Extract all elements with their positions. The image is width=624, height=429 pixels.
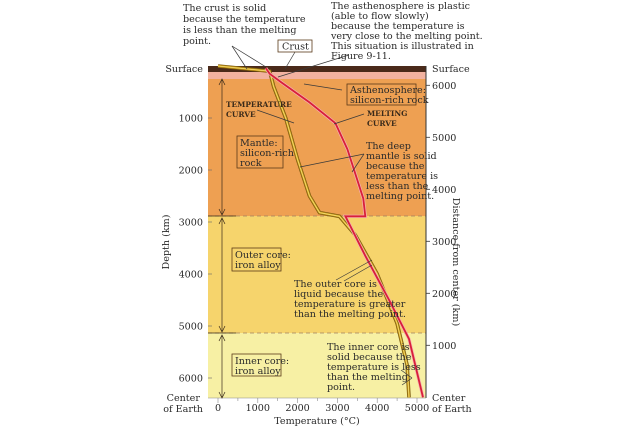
melting-curve bbox=[265, 67, 424, 398]
crust-label: Crust bbox=[282, 42, 309, 53]
temperature-tick-label: 1000 bbox=[246, 403, 270, 414]
depth-tick-label: 4000 bbox=[179, 270, 203, 281]
asthenosphere-layer bbox=[208, 72, 426, 79]
depth-tick-label: 3000 bbox=[179, 218, 203, 229]
leader-lines bbox=[231, 45, 413, 386]
distance-tick-label: 3000 bbox=[432, 237, 456, 248]
temperature-tick-label: 2000 bbox=[285, 403, 309, 414]
depth-tick-label: 6000 bbox=[179, 374, 203, 385]
mantle-label-box bbox=[236, 135, 284, 169]
crust-layer bbox=[208, 66, 426, 72]
inner-core-layer bbox=[208, 333, 426, 398]
left-surface-label: Surface bbox=[165, 64, 203, 75]
distance-tick-label: 5000 bbox=[432, 133, 456, 144]
distance-tick-label: 4000 bbox=[432, 185, 456, 196]
crust-label-box bbox=[277, 39, 313, 53]
temperature-tick-label: 0 bbox=[215, 403, 221, 414]
temperature-tick-label: 4000 bbox=[365, 403, 389, 414]
depth-tick-label: 5000 bbox=[179, 322, 203, 333]
layer-extent-arrows bbox=[208, 78, 236, 399]
outer-core-label-box bbox=[231, 247, 282, 272]
depth-tick-label: 2000 bbox=[179, 166, 203, 177]
melting-curve-label: MELTING CURVE bbox=[367, 109, 410, 128]
distance-tick-label: 1000 bbox=[432, 341, 456, 352]
inner-core-solid-note: The inner core is solid because the temp… bbox=[327, 342, 424, 393]
temperature-tick-label: 3000 bbox=[325, 403, 349, 414]
mantle-label: Mantle: silicon-rich rock bbox=[240, 138, 297, 169]
asthenosphere-label-box bbox=[346, 83, 417, 106]
inner-core-label-box bbox=[231, 353, 282, 377]
inner-core-label: Inner core: iron alloy bbox=[235, 356, 292, 377]
depth-tick-label: 1000 bbox=[179, 114, 203, 125]
right-surface-label: Surface bbox=[432, 64, 470, 75]
distance-axis-title: Distance from center (km) bbox=[450, 198, 461, 326]
distance-tick-label: 6000 bbox=[432, 81, 456, 92]
deep-mantle-note: The deep mantle is solid because the tem… bbox=[366, 141, 441, 202]
temperature-curve-highlight bbox=[217, 65, 410, 398]
temperature-axis-title: Temperature (°C) bbox=[274, 416, 360, 427]
outer-core-label: Outer core: iron alloy bbox=[235, 250, 294, 271]
distance-tick-label: 2000 bbox=[432, 289, 456, 300]
left-center-label: Center of Earth bbox=[163, 393, 203, 415]
asthenosphere-label: Asthenosphere: silicon-rich rock bbox=[349, 85, 429, 106]
mantle-layer bbox=[208, 66, 426, 216]
depth-axis-title: Depth (km) bbox=[161, 215, 172, 270]
temperature-curve-label: TEMPERATURE CURVE bbox=[226, 100, 294, 119]
outer-core-liquid-note: The outer core is liquid because the tem… bbox=[294, 279, 408, 320]
crust-solid-note: The crust is solid because the temperatu… bbox=[183, 3, 309, 47]
temperature-tick-label: 5000 bbox=[405, 403, 429, 414]
outer-core-layer bbox=[208, 216, 426, 333]
right-center-label: Center of Earth bbox=[432, 393, 472, 415]
asthenosphere-plastic-note: The asthenosphere is plastic (able to fl… bbox=[330, 1, 486, 62]
